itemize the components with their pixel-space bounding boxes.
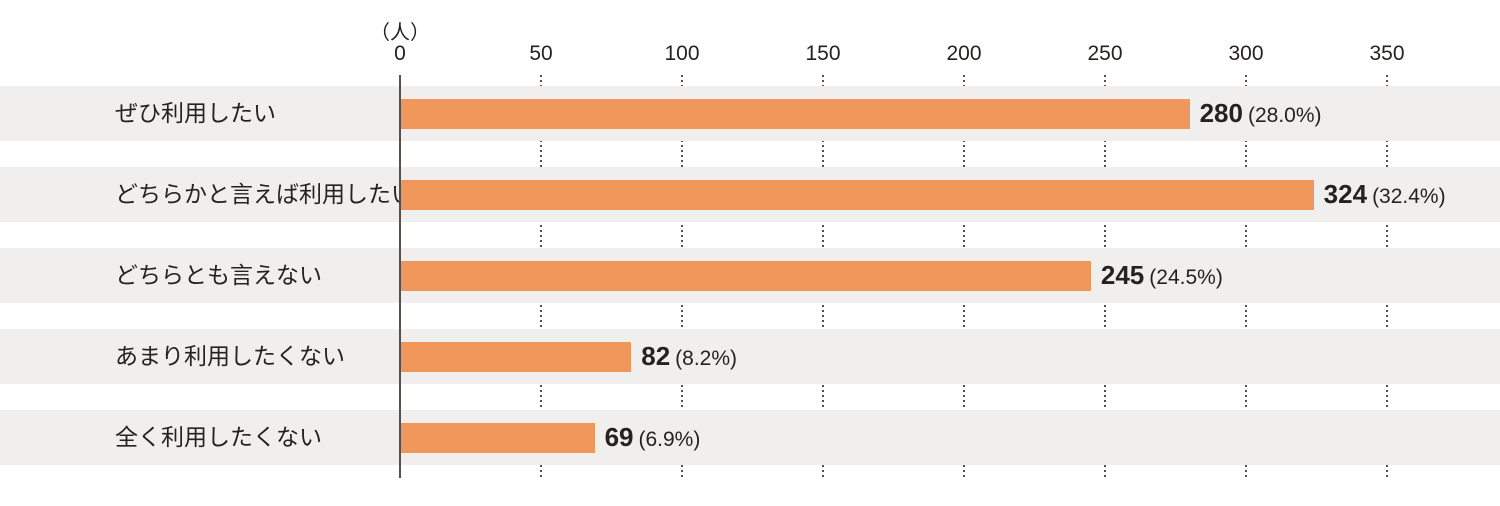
value-label: 245 (24.5%) (1101, 248, 1223, 303)
x-tick-label: 250 (1087, 42, 1123, 65)
category-label: どちらとも言えない (115, 262, 322, 288)
x-tick-label: 0 (394, 42, 406, 65)
chart-row: あまり利用したくない 82 (8.2%) (0, 329, 1500, 384)
bar (400, 99, 1190, 129)
value-label: 82 (8.2%) (641, 329, 737, 384)
x-tick-label: 100 (664, 42, 700, 65)
value-percent: (6.9%) (638, 428, 701, 451)
category-label: どちらかと言えば利用したい (115, 181, 414, 207)
value-count: 69 (604, 422, 634, 452)
axis-unit-label: （人） (370, 22, 430, 44)
bar (400, 261, 1091, 291)
category-label: ぜひ利用したい (115, 100, 276, 126)
x-tick-label: 350 (1369, 42, 1405, 65)
y-axis-line (399, 75, 401, 478)
chart-row: 全く利用したくない 69 (6.9%) (0, 410, 1500, 465)
bar (400, 423, 595, 453)
value-label: 69 (6.9%) (605, 410, 701, 465)
chart-row: どちらかと言えば利用したい 324 (32.4%) (0, 167, 1500, 222)
category-label: 全く利用したくない (115, 424, 322, 450)
value-label: 324 (32.4%) (1324, 167, 1446, 222)
value-percent: (32.4%) (1372, 185, 1446, 208)
category-label: あまり利用したくない (115, 343, 345, 369)
x-tick-label: 200 (946, 42, 982, 65)
value-count: 324 (1323, 179, 1368, 209)
bar (400, 180, 1314, 210)
chart-row: どちらとも言えない 245 (24.5%) (0, 248, 1500, 303)
x-tick-label: 50 (529, 42, 553, 65)
value-percent: (24.5%) (1149, 266, 1223, 289)
value-percent: (8.2%) (675, 347, 738, 370)
x-tick-label: 150 (805, 42, 841, 65)
bar (400, 342, 632, 372)
value-label: 280 (28.0%) (1200, 86, 1322, 141)
x-tick-label: 300 (1228, 42, 1264, 65)
value-count: 245 (1100, 260, 1145, 290)
value-count: 280 (1199, 98, 1243, 128)
value-percent: (28.0%) (1247, 104, 1322, 127)
chart-row: ぜひ利用したい 280 (28.0%) (0, 86, 1500, 141)
value-count: 82 (641, 341, 671, 371)
